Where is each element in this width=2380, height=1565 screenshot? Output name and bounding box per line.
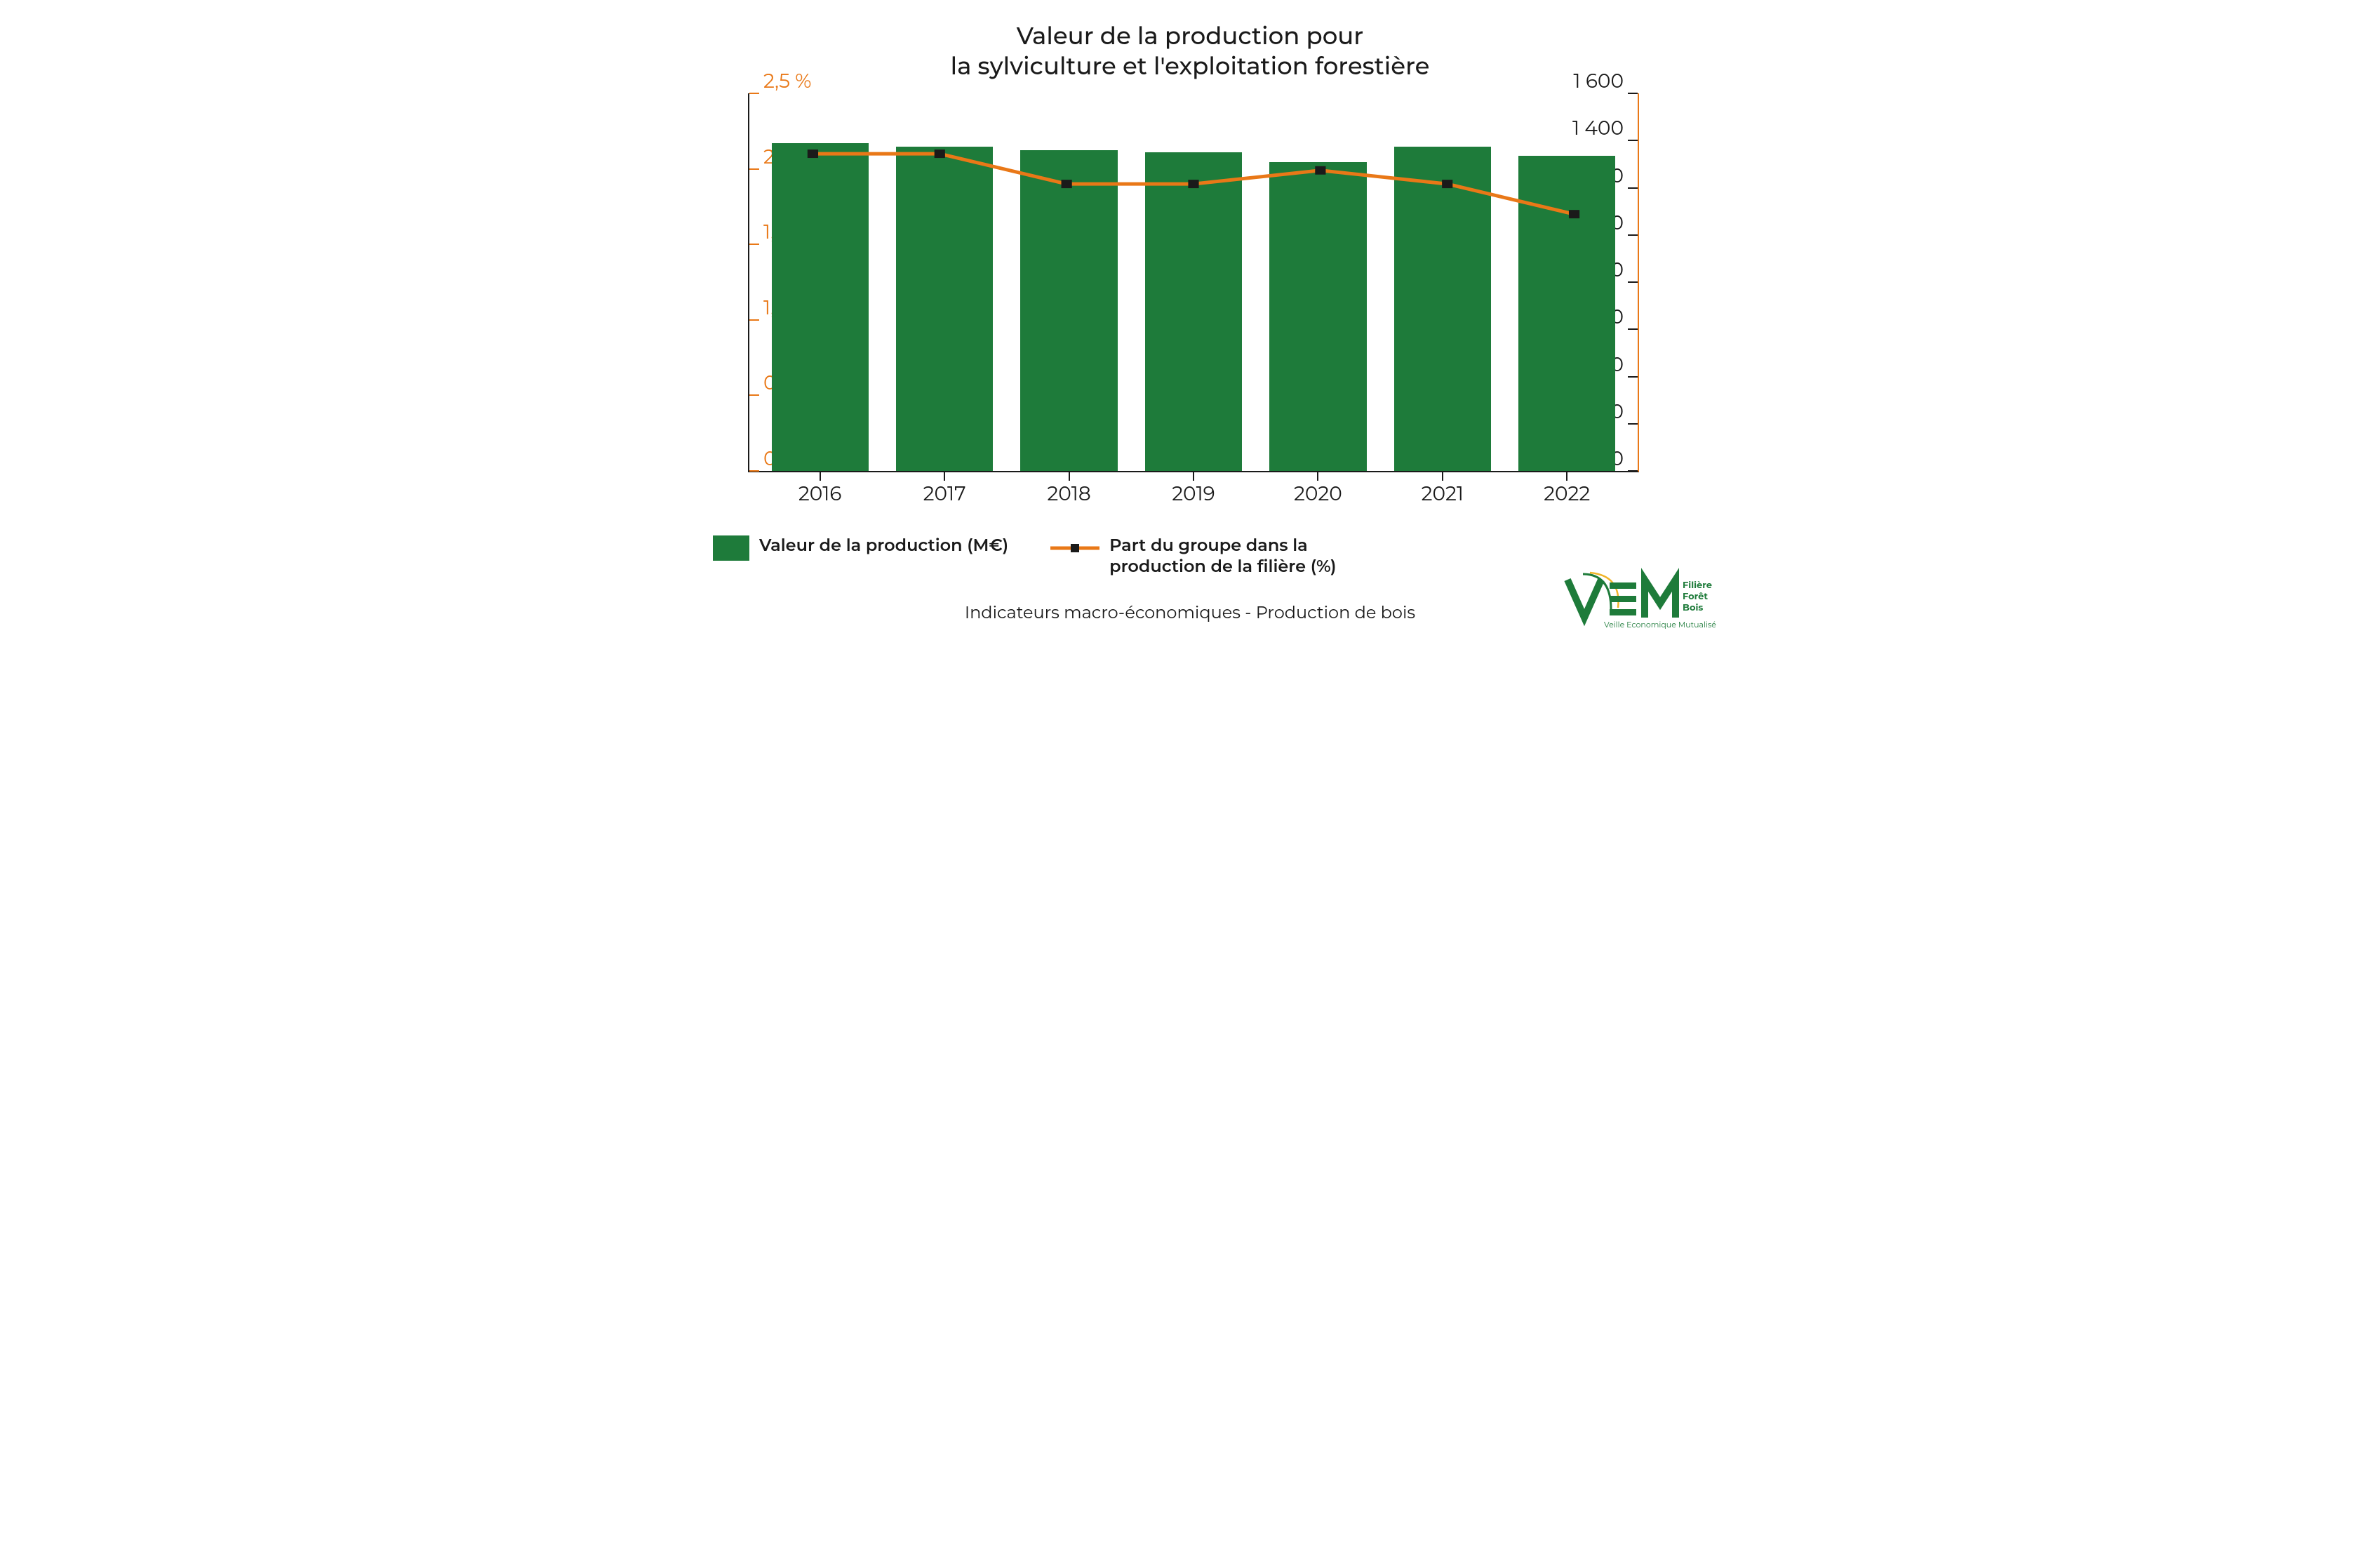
bar-slot: 2021 — [1380, 93, 1504, 471]
x-tick — [1069, 471, 1070, 481]
legend-item-line: Part du groupe dans la production de la … — [1050, 535, 1362, 578]
bar — [1269, 162, 1366, 471]
subtitle: Indicateurs macro-économiques - Producti… — [664, 603, 1716, 623]
bar-slot: 2018 — [1007, 93, 1131, 471]
legend-item-bar: Valeur de la production (M€) — [713, 535, 1008, 561]
title-line-2: la sylviculture et l'exploitation forest… — [951, 51, 1430, 81]
bars-group: 2016201720182019202020212022 — [749, 93, 1638, 471]
x-tick — [1566, 471, 1567, 481]
logo-tag-1: Filière — [1683, 580, 1712, 591]
bar-slot: 2020 — [1256, 93, 1380, 471]
bar — [1145, 152, 1242, 471]
chart-container: Valeur de la production pour la sylvicul… — [664, 21, 1716, 623]
bar-slot: 2022 — [1505, 93, 1629, 471]
footer: Indicateurs macro-économiques - Producti… — [664, 603, 1716, 623]
logo-tag-3: Bois — [1683, 602, 1703, 613]
title-line-1: Valeur de la production pour — [1017, 21, 1364, 51]
legend-label-bar: Valeur de la production (M€) — [759, 535, 1008, 557]
x-tick-label: 2022 — [1544, 482, 1590, 506]
x-tick-label: 2017 — [923, 482, 966, 506]
y2-tick-label: 2,5 % — [763, 69, 812, 93]
logo: Filière Forêt Bois Veille Economique Mut… — [1562, 567, 1716, 630]
x-tick-label: 2021 — [1422, 482, 1464, 506]
bar — [1394, 147, 1491, 471]
x-tick — [1442, 471, 1443, 481]
logo-tag-2: Forêt — [1683, 591, 1708, 602]
legend-label-line: Part du groupe dans la production de la … — [1109, 535, 1362, 578]
bar — [1020, 150, 1117, 471]
x-tick-label: 2016 — [798, 482, 842, 506]
bar — [1518, 156, 1615, 471]
bar — [896, 147, 993, 471]
logo-mark: Filière Forêt Bois Veille Economique Mut… — [1562, 567, 1716, 630]
x-tick — [1193, 471, 1194, 481]
plot-area: 02004006008001 0001 2001 4001 600 00,5 %… — [664, 93, 1716, 472]
legend-swatch-bar — [713, 535, 749, 561]
x-tick-label: 2019 — [1172, 482, 1215, 506]
logo-sub: Veille Economique Mutualisée — [1604, 620, 1716, 630]
x-tick-label: 2018 — [1047, 482, 1090, 506]
x-tick — [820, 471, 821, 481]
legend-swatch-line — [1050, 535, 1099, 561]
bar-slot: 2016 — [758, 93, 882, 471]
bar — [772, 143, 869, 471]
x-tick — [944, 471, 945, 481]
x-tick — [1317, 471, 1318, 481]
plot-inner: 02004006008001 0001 2001 4001 600 00,5 %… — [748, 93, 1639, 472]
y1-tick-label: 1 600 — [1573, 69, 1624, 93]
bar-slot: 2017 — [882, 93, 1006, 471]
bar-slot: 2019 — [1131, 93, 1255, 471]
chart-title: Valeur de la production pour la sylvicul… — [664, 21, 1716, 81]
x-tick-label: 2020 — [1294, 482, 1342, 506]
